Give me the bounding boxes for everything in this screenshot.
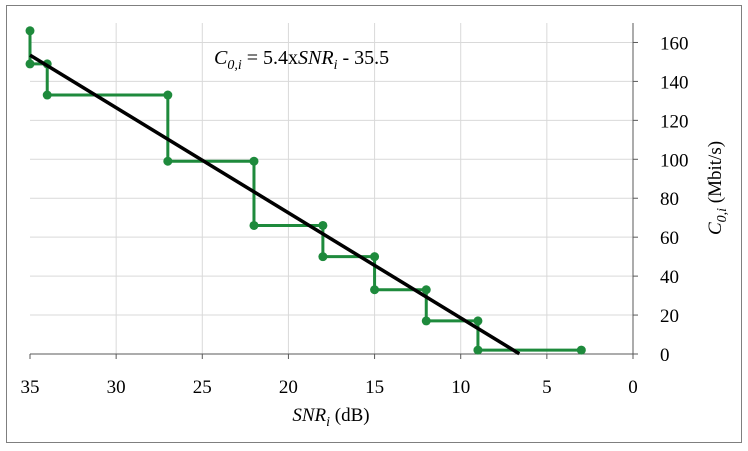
x-tick-label: 10 bbox=[451, 377, 470, 398]
series-layer bbox=[25, 26, 586, 356]
step-point bbox=[249, 156, 259, 166]
x-tick-label: 20 bbox=[279, 377, 298, 398]
y-axis-title: C0,i (Mbit/s) bbox=[705, 141, 730, 235]
step-point bbox=[163, 156, 173, 166]
x-axis: 35 30 25 20 15 10 5 0 bbox=[21, 353, 638, 398]
step-point bbox=[370, 285, 380, 295]
y-axis: 0 20 40 60 80 100 120 140 160 bbox=[632, 23, 689, 366]
step-point bbox=[370, 252, 380, 262]
x-tick-label: 25 bbox=[193, 377, 212, 398]
y-tick-label: 20 bbox=[660, 306, 679, 327]
step-point bbox=[421, 316, 431, 326]
y-tick-label: 60 bbox=[660, 228, 679, 249]
y-tick-label: 140 bbox=[660, 72, 689, 93]
step-point bbox=[25, 26, 35, 36]
equation-annotation: C0,i = 5.4xSNRi - 35.5 bbox=[214, 47, 389, 73]
step-point bbox=[318, 220, 328, 230]
y-tick-label: 0 bbox=[660, 345, 670, 366]
step-point bbox=[421, 285, 431, 295]
x-tick-label: 15 bbox=[365, 377, 384, 398]
x-axis-title: SNRi (dB) bbox=[292, 405, 369, 430]
step-point bbox=[42, 90, 52, 100]
step-point bbox=[318, 252, 328, 262]
y-tick-label: 120 bbox=[660, 111, 689, 132]
x-tick-label: 35 bbox=[21, 377, 40, 398]
fit-line bbox=[29, 53, 521, 356]
step-point bbox=[163, 90, 173, 100]
step-point bbox=[249, 220, 259, 230]
x-tick-label: 30 bbox=[107, 377, 126, 398]
y-tick-label: 40 bbox=[660, 267, 679, 288]
step-point bbox=[576, 345, 586, 355]
x-tick-label: 5 bbox=[542, 377, 552, 398]
y-tick-label: 80 bbox=[660, 189, 679, 210]
y-tick-label: 160 bbox=[660, 33, 689, 54]
step-point bbox=[25, 59, 35, 69]
x-tick-label: 0 bbox=[628, 377, 638, 398]
y-tick-label: 100 bbox=[660, 150, 689, 171]
step-point bbox=[473, 316, 483, 326]
step-point bbox=[473, 345, 483, 355]
chart-frame bbox=[6, 5, 742, 443]
